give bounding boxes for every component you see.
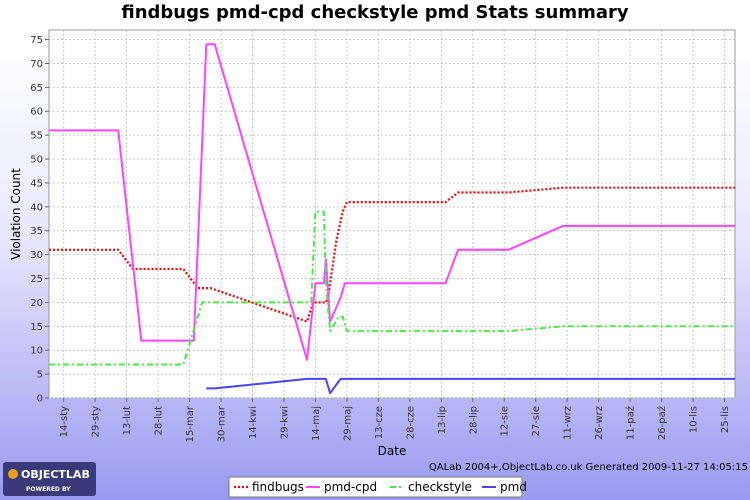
objectlab-logo: OBJECTLAB POWERED BY: [3, 462, 96, 496]
x-tick-label: 25-lis: [720, 406, 731, 433]
footer-credit: QALab 2004+,ObjectLab.co.uk Generated 20…: [429, 462, 748, 473]
x-tick-label: 14-sty: [59, 406, 70, 437]
y-tick-label: 75: [30, 35, 43, 46]
legend: findbugs pmd-cpd checkstyle pmd: [228, 476, 527, 498]
y-tick-label: 5: [37, 370, 43, 381]
legend-label-checkstyle: checkstyle: [408, 480, 472, 494]
x-tick-label: 13-cze: [374, 406, 385, 439]
y-axis-ticks: 0 5 10 15 20 25 30 35 40 45 50 55 60 65 70 75: [30, 35, 49, 405]
y-tick-label: 35: [30, 226, 43, 237]
x-tick-label: 26-wrz: [594, 406, 605, 440]
x-tick-label: 28-lut: [154, 406, 165, 435]
y-tick-label: 30: [30, 250, 43, 261]
x-tick-label: 11-paź: [625, 406, 637, 440]
x-tick-label: 29-maj: [342, 406, 353, 441]
x-tick-label: 27-sie: [531, 406, 542, 436]
x-tick-label: 15-mar: [185, 405, 196, 442]
y-axis-label: Violation Count: [9, 168, 23, 260]
x-tick-label: 10-lis: [689, 406, 700, 433]
y-tick-label: 20: [30, 298, 43, 309]
y-tick-label: 50: [30, 155, 43, 166]
y-tick-label: 0: [37, 394, 43, 405]
logo-text: OBJECTLAB: [21, 468, 90, 481]
x-tick-label: 28-lip: [468, 406, 479, 434]
y-tick-label: 25: [30, 274, 43, 285]
x-tick-label: 26-paź: [656, 406, 668, 440]
x-tick-label: 13-lip: [437, 406, 448, 434]
legend-label-pmd-cpd: pmd-cpd: [324, 480, 377, 494]
x-tick-label: 28-cze: [405, 406, 416, 439]
series-line-pmd: [206, 377, 735, 395]
y-tick-label: 15: [30, 322, 43, 333]
x-axis-label: Date: [378, 444, 407, 458]
series-line-findbugs: [49, 186, 735, 323]
x-tick-label: 14-kwi: [248, 406, 259, 439]
legend-label-pmd: pmd: [500, 480, 527, 494]
x-axis-ticks: 14-sty 29-sty 13-lut 28-lut 15-mar 30-mar 14-k…: [59, 398, 731, 442]
y-tick-label: 40: [30, 202, 43, 213]
logo-subtext: POWERED BY: [26, 486, 71, 493]
x-tick-label: 13-lut: [122, 406, 133, 435]
x-tick-label: 14-maj: [311, 406, 322, 441]
x-tick-label: 29-kwi: [279, 406, 290, 439]
legend-label-findbugs: findbugs: [252, 480, 304, 494]
series-lines: [49, 43, 735, 395]
y-tick-label: 60: [30, 107, 43, 118]
x-tick-label: 11-wrz: [563, 406, 574, 440]
y-tick-label: 65: [30, 83, 43, 94]
y-tick-label: 70: [30, 59, 43, 70]
x-tick-label: 30-mar: [217, 405, 228, 442]
chart-title: findbugs pmd-cpd checkstyle pmd Stats su…: [121, 2, 628, 23]
plot-area: [48, 29, 736, 399]
y-tick-label: 45: [30, 178, 43, 189]
y-tick-label: 55: [30, 131, 43, 142]
y-tick-label: 10: [30, 346, 43, 357]
x-tick-label: 29-sty: [91, 406, 102, 437]
x-tick-label: 12-sie: [500, 406, 511, 436]
grid: [49, 30, 735, 399]
